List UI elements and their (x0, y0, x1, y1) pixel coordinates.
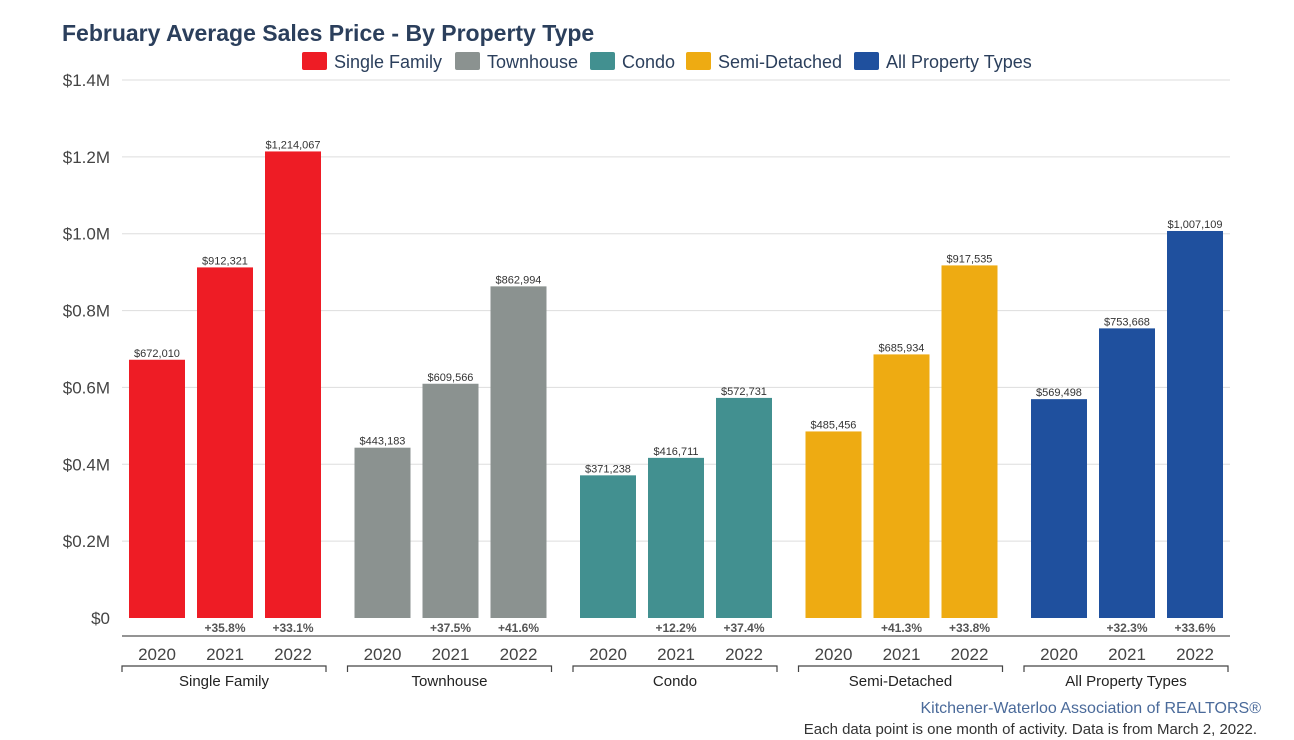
change-label: +12.2% (655, 621, 696, 635)
value-label: $485,456 (811, 419, 857, 431)
group-bracket (346, 665, 553, 672)
y-tick-label: $0.2M (63, 532, 110, 551)
bar (941, 265, 998, 618)
legend-swatch (455, 52, 480, 70)
value-label: $862,994 (496, 274, 542, 286)
data-note: Each data point is one month of activity… (804, 721, 1257, 738)
change-label: +33.1% (272, 621, 313, 635)
bar (129, 359, 185, 618)
value-label: $672,010 (134, 348, 180, 360)
x-tick-label: 2020 (815, 645, 853, 664)
x-tick-label: 2020 (364, 645, 402, 664)
x-tick-label: 2022 (274, 645, 312, 664)
group-bracket (1023, 665, 1229, 672)
x-tick-label: 2022 (725, 645, 763, 664)
value-label: $912,321 (202, 255, 248, 267)
bar (265, 151, 321, 618)
bar (197, 267, 253, 618)
bar (490, 286, 547, 618)
x-tick-label: 2022 (1176, 645, 1214, 664)
x-tick-label: 2020 (589, 645, 627, 664)
change-label: +33.6% (1174, 621, 1215, 635)
group-label: All Property Types (1065, 673, 1186, 690)
legend-label: Single Family (334, 52, 442, 72)
value-label: $572,731 (721, 386, 767, 398)
value-label: $753,668 (1104, 316, 1150, 328)
legend-label: Townhouse (487, 52, 578, 72)
value-label: $609,566 (428, 372, 474, 384)
value-label: $685,934 (879, 342, 925, 354)
value-label: $1,007,109 (1167, 219, 1222, 231)
x-tick-label: 2022 (951, 645, 989, 664)
x-tick-label: 2021 (657, 645, 695, 664)
change-label: +37.4% (723, 621, 764, 635)
bar (1167, 230, 1223, 618)
value-label: $569,498 (1036, 387, 1082, 399)
value-label: $917,535 (947, 253, 993, 265)
change-label: +33.8% (949, 621, 990, 635)
legend-label: Condo (622, 52, 675, 72)
bar (1099, 328, 1155, 618)
bar (1031, 399, 1087, 618)
x-tick-label: 2022 (500, 645, 538, 664)
bar (648, 457, 704, 618)
y-tick-label: $1.4M (63, 71, 110, 90)
bars: $672,010 $912,321 +35.8% $1,214,067 +33.1% $4… (129, 139, 1223, 635)
legend-swatch (302, 52, 327, 70)
y-tick-label: $0.8M (63, 302, 110, 321)
bar (422, 383, 479, 618)
change-label: +41.3% (881, 621, 922, 635)
legend-swatch (854, 52, 879, 70)
chart-title: February Average Sales Price - By Proper… (62, 20, 594, 46)
x-tick-label: 2020 (138, 645, 176, 664)
group-bracket (121, 665, 327, 672)
bar (873, 354, 930, 618)
legend-label: All Property Types (886, 52, 1032, 72)
group-label: Single Family (179, 673, 270, 690)
legend-label: Semi-Detached (718, 52, 842, 72)
value-label: $443,183 (360, 436, 406, 448)
change-label: +35.8% (204, 621, 245, 635)
x-tick-label: 2021 (883, 645, 921, 664)
value-label: $371,238 (585, 463, 631, 475)
y-tick-label: $0.6M (63, 378, 110, 397)
bar (580, 475, 636, 618)
change-label: +32.3% (1106, 621, 1147, 635)
y-tick-label: $0.4M (63, 455, 110, 474)
change-label: +37.5% (430, 621, 471, 635)
legend-swatch (590, 52, 615, 70)
x-tick-label: 2021 (432, 645, 470, 664)
x-tick-label: 2020 (1040, 645, 1078, 664)
bar (716, 397, 772, 618)
y-tick-label: $1.2M (63, 148, 110, 167)
group-bracket (572, 665, 778, 672)
x-tick-label: 2021 (206, 645, 244, 664)
legend: Single Family Townhouse Condo Semi-Detached… (302, 52, 1032, 72)
group-bracket (797, 665, 1004, 672)
bar (805, 431, 862, 618)
y-tick-label: $1.0M (63, 225, 110, 244)
group-label: Semi-Detached (849, 673, 952, 690)
group-label: Townhouse (412, 673, 488, 690)
bar (354, 447, 411, 618)
value-label: $416,711 (653, 446, 698, 458)
group-label: Condo (653, 673, 697, 690)
y-tick-label: $0 (91, 609, 110, 628)
value-label: $1,214,067 (265, 139, 320, 151)
change-label: +41.6% (498, 621, 539, 635)
y-axis: $0 $0.2M $0.4M $0.6M $0.8M $1.0M $1.2M $1.4M (63, 71, 110, 628)
source-credit: Kitchener-Waterloo Association of REALTO… (920, 700, 1261, 717)
x-tick-label: 2021 (1108, 645, 1146, 664)
legend-swatch (686, 52, 711, 70)
